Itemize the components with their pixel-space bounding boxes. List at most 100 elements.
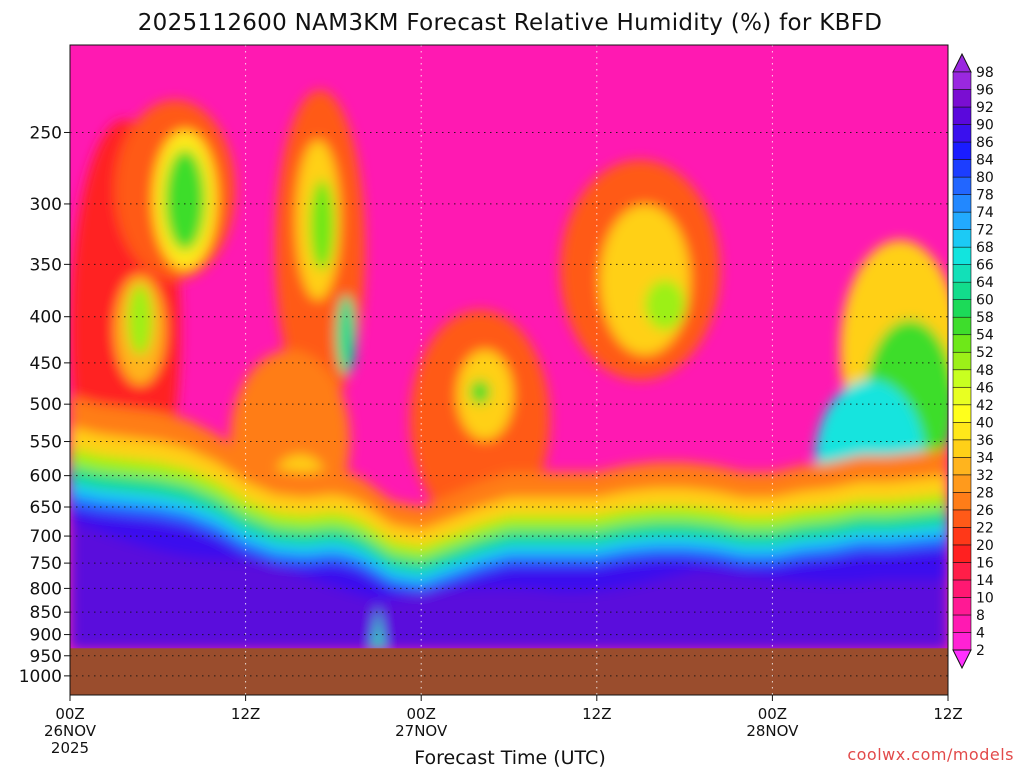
y-tick-label: 800	[30, 579, 62, 599]
colorbar-swatch	[952, 386, 972, 406]
y-tick-label: 700	[30, 527, 62, 547]
colorbar-swatch	[952, 229, 972, 248]
y-tick-label: 500	[30, 395, 62, 415]
colorbar-swatch	[952, 457, 972, 476]
moist-plume	[600, 205, 690, 355]
colorbar-swatch	[952, 194, 972, 213]
colorbar-label: 40	[976, 415, 994, 431]
x-tick-label: 12Z	[933, 705, 962, 723]
colorbar-swatch	[952, 422, 972, 441]
moist-plume	[470, 380, 490, 404]
colorbar-label: 34	[976, 450, 994, 466]
colorbar-swatch	[952, 509, 972, 528]
chart-title: 2025112600 NAM3KM Forecast Relative Humi…	[138, 10, 883, 36]
colorbar-swatch	[952, 299, 972, 318]
colorbar-label: 60	[976, 293, 994, 309]
y-tick-label: 450	[30, 354, 62, 374]
colorbar-swatch	[952, 404, 972, 423]
colorbar-swatch	[952, 334, 972, 353]
plot-area	[70, 45, 948, 695]
colorbar-swatch	[952, 439, 972, 458]
y-tick-label: 750	[30, 554, 62, 574]
grid-lines	[69, 45, 949, 695]
colorbar-label: 32	[976, 468, 994, 484]
y-tick-label: 350	[30, 255, 62, 275]
colorbar-label: 86	[976, 135, 994, 151]
x-tick-label: 12Z	[231, 705, 260, 723]
moist-layer-band	[70, 520, 948, 650]
colorbar-swatch	[952, 71, 972, 90]
colorbar-label: 54	[976, 328, 994, 344]
colorbar-arrow-top	[952, 52, 972, 73]
moist-plume	[128, 285, 152, 355]
colorbar-label: 2	[976, 643, 985, 659]
colorbar-swatch	[952, 597, 972, 616]
colorbar-swatch	[952, 369, 972, 388]
moist-plume	[165, 150, 205, 250]
x-tick-label: 28NOV	[746, 722, 799, 740]
colorbar-swatch	[952, 159, 972, 178]
colorbar-swatch	[952, 141, 972, 160]
x-tick-label: 12Z	[582, 705, 611, 723]
colorbar-swatch	[952, 176, 972, 195]
y-tick-label: 950	[30, 647, 62, 667]
colorbar-swatch	[952, 106, 972, 125]
colorbar-swatch	[952, 351, 972, 371]
colorbar-swatch	[952, 492, 972, 511]
colorbar-swatch	[952, 124, 972, 143]
colorbar-swatch	[952, 211, 972, 230]
y-tick-label: 1000	[19, 667, 62, 687]
colorbar-label: 74	[976, 205, 994, 221]
moist-layer-band	[372, 605, 384, 650]
x-tick-label: 2025	[51, 739, 89, 757]
colorbar-label: 98	[976, 65, 994, 81]
colorbar-label: 92	[976, 100, 994, 116]
colorbar-label: 42	[976, 398, 994, 414]
colorbar-label: 72	[976, 223, 994, 239]
y-tick-label: 650	[30, 498, 62, 518]
y-tick-label: 600	[30, 467, 62, 487]
colorbar-label: 64	[976, 275, 994, 291]
colorbar-label: 14	[976, 573, 994, 589]
humidity-field	[70, 90, 948, 650]
x-tick-label: 00Z	[758, 705, 787, 723]
colorbar-swatch	[952, 579, 972, 598]
colorbar-swatch	[952, 264, 972, 283]
x-tick-label: 27NOV	[395, 722, 448, 740]
colorbar-label: 58	[976, 310, 994, 326]
colorbar-label: 66	[976, 258, 994, 274]
y-tick-label: 300	[30, 195, 62, 215]
x-tick-label: 26NOV	[44, 722, 97, 740]
colorbar-label: 46	[976, 380, 994, 396]
colorbar-label: 36	[976, 433, 994, 449]
x-tick-label: 00Z	[55, 705, 84, 723]
moist-plume	[310, 180, 334, 270]
colorbar-label: 78	[976, 188, 994, 204]
colorbar-swatch	[952, 632, 972, 651]
colorbar-swatch	[952, 614, 972, 633]
colorbar-label: 80	[976, 170, 994, 186]
colorbar-swatch	[952, 281, 972, 300]
colorbar-label: 4	[976, 625, 985, 641]
x-tick-label: 00Z	[407, 705, 436, 723]
colorbar-swatch	[952, 89, 972, 108]
colorbar-label: 90	[976, 118, 994, 134]
colorbar: 2481014162022262832343640424648525458606…	[952, 52, 994, 670]
colorbar-label: 48	[976, 363, 994, 379]
y-tick-label: 900	[30, 626, 62, 646]
moist-plume	[645, 280, 685, 330]
x-axis-label: Forecast Time (UTC)	[414, 747, 605, 768]
colorbar-label: 28	[976, 485, 994, 501]
y-tick-label: 850	[30, 603, 62, 623]
colorbar-swatch	[952, 316, 972, 336]
colorbar-swatch	[952, 544, 972, 563]
y-axis: 250 300 350 400 450 500 550 600 650 700 750 800 850 9…	[19, 123, 70, 687]
y-tick-label: 400	[30, 308, 62, 328]
y-tick-label: 250	[30, 123, 62, 143]
colorbar-swatch	[952, 246, 972, 265]
plot-frame	[69, 44, 949, 696]
moist-plume	[336, 295, 356, 375]
colorbar-label: 52	[976, 345, 994, 361]
